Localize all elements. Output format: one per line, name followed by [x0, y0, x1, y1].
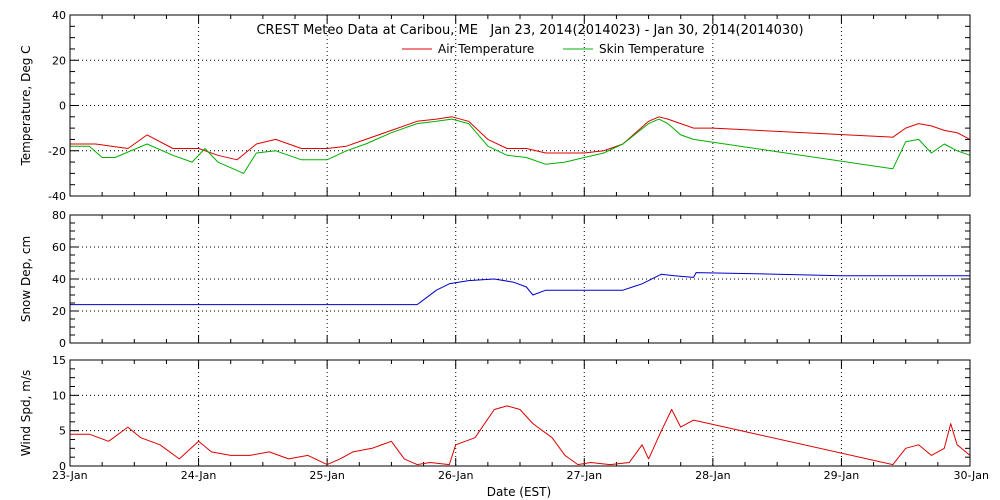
plot-frame — [69, 359, 971, 467]
y-tick-label: -40 — [48, 190, 66, 203]
chart-title: CREST Meteo Data at Caribou, ME Jan 23, … — [256, 23, 803, 38]
x-axis-label: Date (EST) — [487, 485, 551, 499]
x-tick-label: 29-Jan — [824, 469, 860, 482]
legend: Air Temperature Skin Temperature — [402, 42, 704, 56]
x-tick-label: 27-Jan — [567, 469, 603, 482]
y-tick-label: 0 — [59, 460, 66, 473]
y-axis-label: Wind Spd, m/s — [19, 370, 33, 456]
x-tick-label: 25-Jan — [309, 469, 345, 482]
plot-frame — [69, 14, 971, 197]
y-tick-label: 80 — [52, 209, 66, 222]
y-axis-label: Snow Dep, cm — [19, 236, 33, 322]
panel-2: 0 20 40 60 80 Snow Dep, cm — [19, 209, 971, 350]
y-axis-label: Temperature, Deg C — [19, 45, 33, 166]
plot-frame — [69, 214, 971, 344]
series-line-skin-temperature — [70, 118, 971, 174]
y-tick-label: 20 — [52, 54, 66, 67]
y-tick-label: 15 — [52, 354, 66, 367]
y-tick-label: 40 — [52, 9, 66, 22]
y-tick-label: 5 — [59, 425, 66, 438]
x-tick-label: 30-Jan — [953, 469, 989, 482]
y-tick-label: 0 — [59, 337, 66, 350]
legend-label: Air Temperature — [438, 42, 534, 56]
y-tick-label: 0 — [59, 100, 66, 113]
y-tick-label: 20 — [52, 305, 66, 318]
x-tick-label: 23-Jan — [52, 469, 88, 482]
y-tick-label: 10 — [52, 389, 66, 402]
panels: -40 -20 0 20 40 Temperature, Deg C 0 20 40 60 80 Sn… — [19, 9, 989, 482]
panel-3: 0 5 10 15 Wind Spd, m/s 23-Jan 24-Jan 25-Jan 26-… — [19, 354, 989, 482]
panel-1: -40 -20 0 20 40 Temperature, Deg C — [19, 9, 971, 203]
x-tick-label: 26-Jan — [438, 469, 474, 482]
series-line-panel3 — [70, 405, 971, 466]
x-tick-label: 28-Jan — [695, 469, 731, 482]
y-tick-label: 60 — [52, 241, 66, 254]
y-tick-label: 40 — [52, 273, 66, 286]
legend-label: Skin Temperature — [599, 42, 704, 56]
y-tick-label: -20 — [48, 145, 66, 158]
series-line-panel2 — [70, 272, 970, 306]
series-line-air-temperature — [70, 116, 971, 161]
x-tick-label: 24-Jan — [181, 469, 217, 482]
